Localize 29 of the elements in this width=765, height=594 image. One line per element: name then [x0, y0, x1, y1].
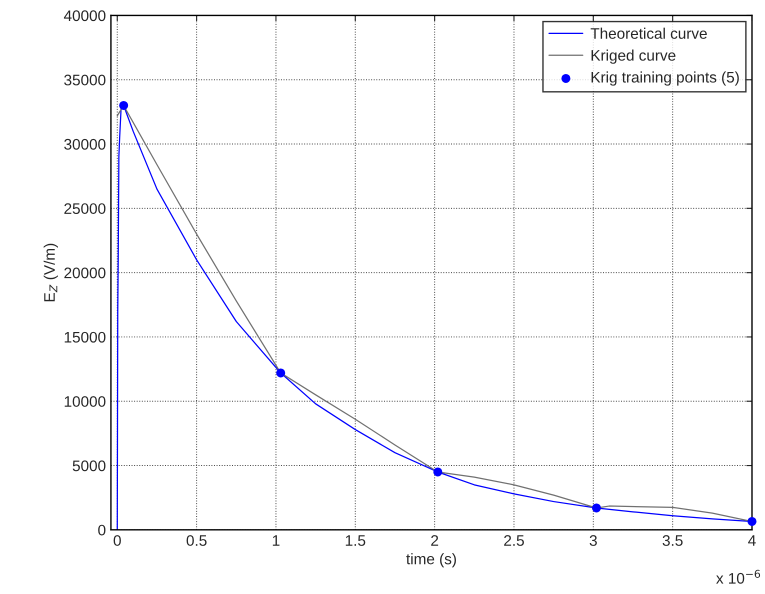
- y-tick-label: 35000: [64, 74, 106, 86]
- x-axis-title: time (s): [406, 553, 456, 568]
- x-tick-label: 3.5: [662, 535, 683, 546]
- y-tick-label: 40000: [64, 10, 106, 22]
- y-tick-label: 10000: [64, 396, 106, 407]
- x-tick-label: 2.5: [504, 535, 524, 546]
- x-tick-label: 0: [114, 535, 121, 546]
- x-tick-label: 1.5: [346, 535, 366, 546]
- y-tick-label: 20000: [64, 268, 106, 278]
- point: [433, 467, 442, 476]
- x-tick-label: 2: [431, 535, 438, 546]
- x-tick-label: 4: [748, 535, 756, 546]
- x-tick-label: 3: [590, 535, 597, 546]
- y-tick-label: 15000: [64, 332, 106, 343]
- x-tick-label: 1: [272, 535, 280, 546]
- y-axis-title: E$_{Z}$ (V/m): [44, 244, 58, 302]
- point: [119, 100, 128, 110]
- legend-label: Kriged curve: [592, 50, 676, 64]
- text: x 10$^{−6}$: [716, 570, 760, 584]
- legend-label: Krig training points (5): [592, 71, 739, 86]
- point: [592, 503, 601, 512]
- y-tick-label: 5000: [72, 460, 106, 472]
- y-tick-label: 25000: [64, 203, 106, 214]
- y-tick-label: 0: [98, 524, 106, 536]
- legend-label: Theoretical curve: [590, 28, 707, 39]
- x-tick-label: 0.5: [186, 535, 207, 546]
- point: [747, 516, 756, 526]
- y-tick-label: 30000: [64, 138, 106, 150]
- point: [276, 368, 286, 378]
